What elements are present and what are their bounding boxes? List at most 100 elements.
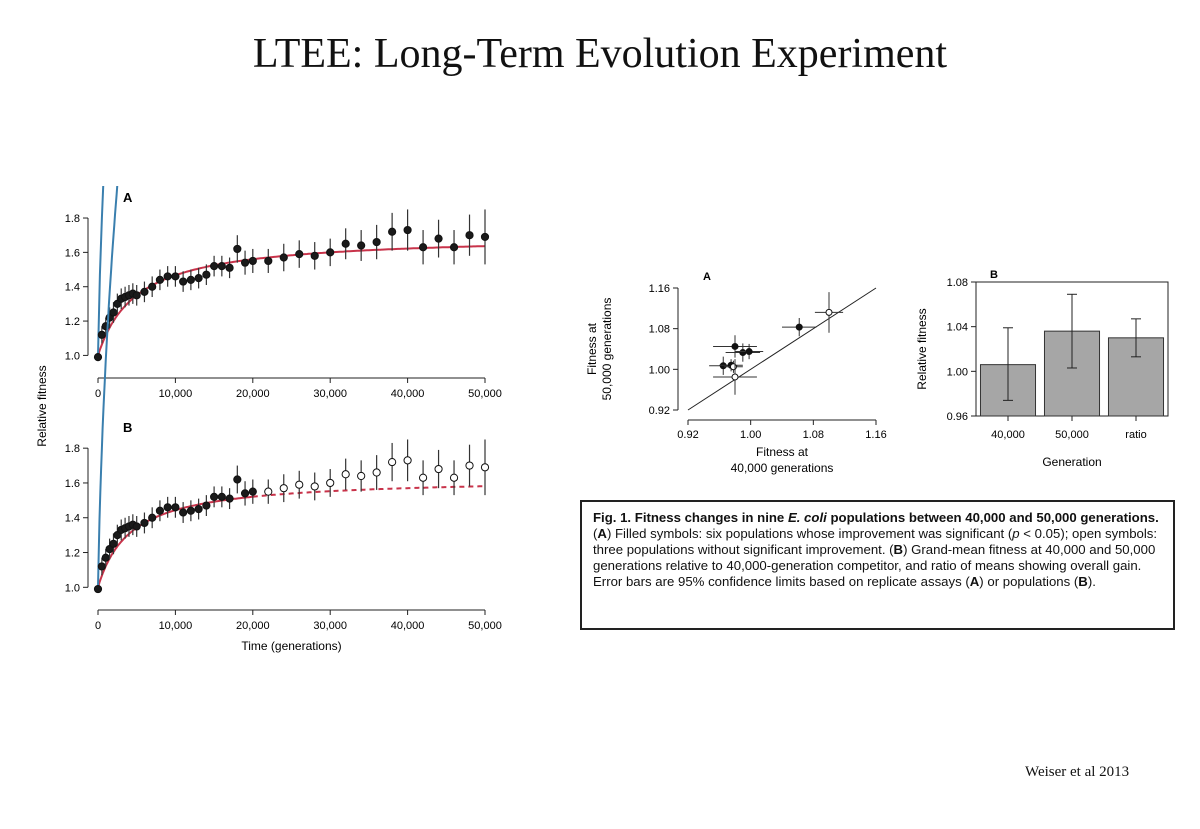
- data-point: [240, 258, 250, 267]
- x-axis-label: Generation: [1042, 455, 1101, 469]
- x-axis-label-line1: Fitness at: [756, 445, 809, 459]
- panel-a: 0 10,000 20,000 30,000 40,000 50,000 1.0 1.2 1.4…: [65, 186, 502, 400]
- data-point: [202, 270, 211, 279]
- y-tick-label: 0.92: [649, 405, 670, 417]
- data-point: [357, 241, 366, 250]
- y-tick-label: 1.6: [65, 247, 80, 259]
- y-tick-label: 1.8: [65, 443, 80, 455]
- x-tick-label: 30,000: [313, 620, 347, 632]
- data-point: [480, 232, 490, 242]
- hyperbolic-fit-curve: [97, 245, 486, 356]
- slide-title: LTEE: Long-Term Evolution Experiment: [252, 31, 948, 77]
- open-data-point: [465, 461, 474, 470]
- open-data-point: [434, 464, 443, 474]
- panel-label: A: [703, 271, 711, 283]
- open-data-point: [295, 480, 304, 489]
- data-point: [163, 272, 172, 281]
- fitness-scatter-chart: 0.92 1.00 1.08 1.16 0.92 1.00 1.08 1.16 A Fitness…: [585, 271, 887, 475]
- caption-title: Fig. 1. Fitness changes in nine E. coli …: [593, 510, 1159, 525]
- fitness-trajectory-chart: 0 10,000 20,000 30,000 40,000 50,000 1.0 1.2 1.4…: [35, 186, 502, 653]
- data-point: [186, 275, 195, 284]
- data-point: [132, 291, 141, 300]
- data-point: [194, 504, 203, 514]
- y-tick-label: 0.96: [947, 411, 968, 423]
- filled-point: [739, 349, 747, 357]
- data-point: [403, 225, 412, 235]
- data-point: [101, 553, 110, 562]
- filled-point: [719, 362, 727, 370]
- y-axis-label-line2: 50,000 generations: [600, 298, 614, 401]
- caption-part-b-label: B: [893, 542, 904, 557]
- x-tick-label: 50,000: [1055, 429, 1089, 441]
- open-data-point: [310, 482, 319, 491]
- open-data-point: [341, 470, 350, 479]
- y-axis-label: Relative fitness: [915, 308, 929, 389]
- panel-label: B: [123, 420, 132, 435]
- data-point: [109, 539, 118, 548]
- identity-line: [687, 287, 877, 411]
- y-tick-label: 1.8: [65, 213, 80, 225]
- y-axis-label: Relative fitness: [35, 365, 49, 446]
- data-point: [240, 489, 250, 498]
- data-point: [264, 256, 273, 266]
- data-point: [217, 492, 226, 501]
- data-point: [97, 562, 106, 571]
- filled-point: [731, 342, 739, 350]
- x-tick-label: 20,000: [236, 620, 270, 632]
- y-tick-label: 1.08: [649, 324, 670, 336]
- x-axis-label: Time (generations): [241, 639, 341, 653]
- panel-label: A: [123, 190, 133, 205]
- data-point: [97, 330, 106, 339]
- filled-point: [745, 348, 753, 356]
- data-point: [341, 239, 350, 248]
- data-point: [155, 275, 165, 284]
- data-point: [109, 308, 118, 317]
- data-point: [434, 234, 443, 243]
- x-tick-label: 0: [95, 388, 101, 400]
- x-tick-label: 0: [95, 620, 101, 632]
- open-data-point: [403, 456, 412, 465]
- data-point: [225, 494, 234, 503]
- data-point: [179, 277, 188, 286]
- x-tick-label: 1.16: [865, 429, 886, 441]
- data-point: [233, 244, 242, 254]
- panel-label: B: [990, 269, 998, 281]
- data-point: [210, 262, 219, 271]
- x-tick-label: 20,000: [236, 388, 270, 400]
- caption-part-b-text: Grand-mean fitness at 40,000 and 50,000 …: [593, 542, 1156, 589]
- y-tick-label: 1.4: [65, 513, 80, 525]
- data-point: [279, 253, 288, 262]
- y-tick-label: 1.4: [65, 282, 80, 294]
- x-tick-label: ratio: [1125, 429, 1146, 441]
- y-tick-label: 1.04: [947, 322, 968, 334]
- data-point: [163, 503, 172, 512]
- open-data-point: [326, 478, 335, 488]
- open-data-point: [264, 487, 273, 496]
- panel-b: 0 10,000 20,000 30,000 40,000 50,000 1.0 1.2 1.4…: [65, 186, 502, 653]
- grand-mean-bar-chart: 0.96 1.00 1.04 1.08 B 40,000 50,000 ratio Genera…: [915, 269, 1169, 469]
- hyperbolic-projection-curve: [252, 485, 486, 498]
- data-point: [140, 518, 149, 528]
- data-point: [372, 237, 381, 247]
- data-point: [465, 231, 474, 240]
- y-axis-label-line1: Fitness at: [585, 322, 599, 375]
- data-point: [171, 272, 180, 281]
- data-point: [202, 501, 211, 510]
- filled-point: [795, 323, 803, 331]
- x-tick-label: 1.08: [803, 429, 824, 441]
- caption-part-a-label: A: [597, 526, 607, 541]
- data-point: [217, 262, 226, 271]
- data-point: [132, 522, 141, 531]
- data-point: [186, 506, 195, 515]
- open-data-point: [388, 457, 397, 467]
- y-tick-label: 1.2: [65, 316, 80, 328]
- data-point: [326, 248, 335, 257]
- data-point: [140, 287, 149, 296]
- x-tick-label: 0.92: [677, 429, 698, 441]
- x-tick-label: 1.00: [740, 429, 761, 441]
- data-point: [310, 251, 319, 260]
- y-tick-label: 1.0: [65, 582, 80, 594]
- data-point: [248, 256, 257, 266]
- data-point: [194, 274, 203, 283]
- open-data-point: [480, 463, 490, 472]
